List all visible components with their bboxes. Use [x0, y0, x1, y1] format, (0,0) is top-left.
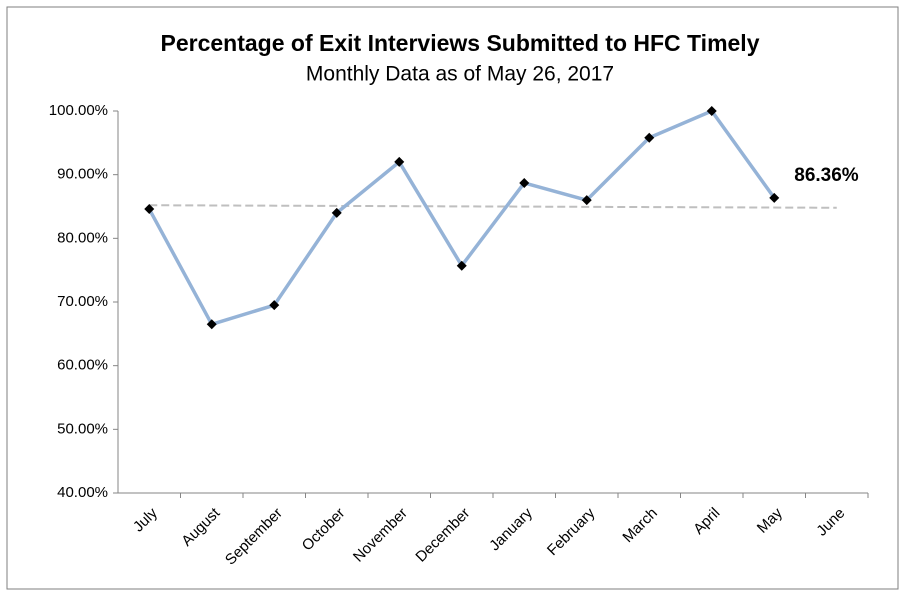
y-tick-label: 70.00%	[57, 293, 108, 310]
data-marker	[331, 207, 342, 218]
chart-title: Percentage of Exit Interviews Submitted …	[161, 30, 760, 56]
y-tick-label: 90.00%	[57, 166, 108, 183]
trendline	[149, 204, 837, 209]
data-marker	[144, 204, 155, 215]
data-marker	[581, 195, 592, 206]
y-tick-label: 80.00%	[57, 229, 108, 246]
data-marker	[769, 192, 780, 203]
chart-frame	[6, 6, 899, 590]
data-marker	[706, 106, 717, 116]
data-marker	[269, 300, 280, 311]
data-marker	[206, 319, 217, 330]
data-marker	[394, 156, 405, 167]
data-marker	[644, 132, 655, 143]
y-tick-label: 40.00%	[57, 484, 108, 501]
data-marker	[456, 260, 467, 271]
y-tick-label: 60.00%	[57, 357, 108, 374]
chart-subtitle: Monthly Data as of May 26, 2017	[306, 63, 614, 86]
data-label: 86.36%	[794, 165, 859, 186]
data-marker	[519, 177, 530, 188]
y-tick-label: 100.00%	[49, 102, 108, 119]
y-tick-label: 50.00%	[57, 420, 108, 437]
